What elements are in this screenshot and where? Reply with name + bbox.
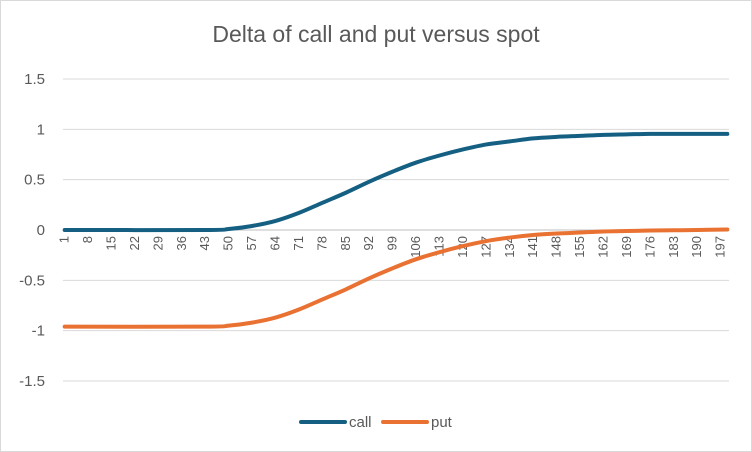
series-line-put (62, 227, 730, 329)
y-tick-label: 0.5 (24, 172, 45, 189)
x-tick-label: 148 (549, 236, 564, 258)
y-tick-label: -0.5 (19, 272, 45, 289)
x-tick-label: 99 (385, 236, 400, 250)
x-tick-label: 190 (689, 236, 704, 258)
x-tick-label: 169 (619, 236, 634, 258)
x-tick-label: 106 (408, 236, 423, 258)
x-tick-label: 71 (291, 236, 306, 250)
x-tick-label: 155 (572, 236, 587, 258)
x-tick-label: 78 (314, 236, 329, 250)
series-line-call (62, 131, 730, 233)
x-tick-label: 50 (221, 236, 236, 250)
y-tick-label: -1 (32, 323, 45, 340)
x-tick-label: 36 (174, 236, 189, 250)
x-tick-label: 141 (525, 236, 540, 258)
y-tick-label: 1 (37, 121, 45, 138)
x-tick-label: 176 (642, 236, 657, 258)
chart-title: Delta of call and put versus spot (212, 21, 540, 47)
x-tick-label: 22 (127, 236, 142, 250)
legend-label-call: call (349, 414, 372, 431)
y-tick-label: 1.5 (24, 71, 45, 88)
x-tick-label: 29 (150, 236, 165, 250)
x-tick-label: 162 (595, 236, 610, 258)
x-tick-label: 57 (244, 236, 259, 250)
y-tick-label: -1.5 (19, 373, 45, 390)
x-tick-label: 43 (197, 236, 212, 250)
x-tick-label: 1 (57, 236, 72, 243)
x-tick-label: 64 (268, 236, 283, 250)
x-tick-label: 85 (338, 236, 353, 250)
y-tick-label: 0 (37, 222, 45, 239)
x-tick-label: 197 (713, 236, 728, 258)
x-tick-label: 92 (361, 236, 376, 250)
x-tick-label: 134 (502, 236, 517, 258)
x-tick-label: 8 (80, 236, 95, 243)
legend-label-put: put (431, 414, 453, 431)
x-tick-label: 15 (104, 236, 119, 250)
x-tick-label: 183 (666, 236, 681, 258)
